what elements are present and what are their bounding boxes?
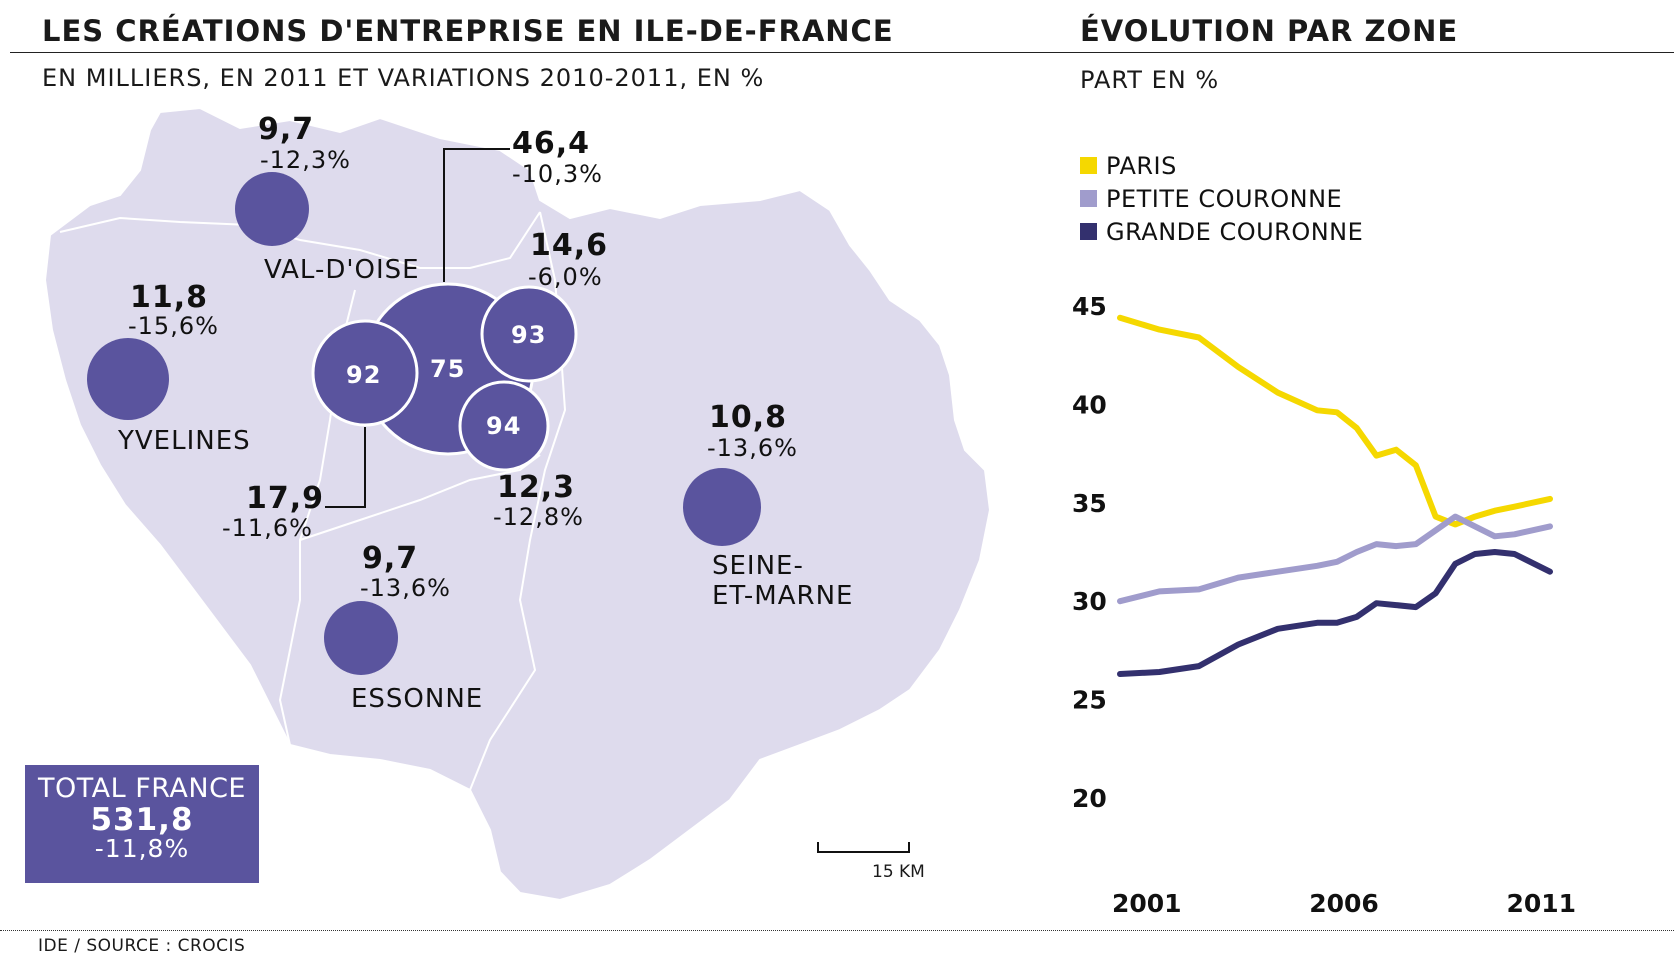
variation-val-doise: -12,3% (260, 146, 351, 174)
bubble-val-doise (235, 172, 309, 246)
variation-val-de-marne: -12,8% (493, 503, 584, 531)
bubble-yvelines (87, 338, 169, 420)
variation-essonne: -13,6% (360, 574, 451, 602)
name-essonne: ESSONNE (351, 684, 483, 714)
legend-swatch-1 (1080, 190, 1097, 207)
value-seine-et-marne: 10,8 (709, 400, 787, 435)
scale-label: 15 KM (872, 862, 925, 882)
scale-bar (817, 842, 910, 853)
series-line-1 (1117, 513, 1553, 605)
y-tick-25: 25 (1072, 686, 1107, 715)
bubble-hauts-de-seine (311, 319, 419, 427)
idf-map: 75 92 93 94 9,7 -12,3% VAL-D'OISE 46,4 -… (43, 106, 992, 902)
x-tick-2011: 2011 (1506, 889, 1576, 918)
code-paris: 75 (430, 355, 465, 383)
title-rule (10, 52, 1674, 53)
chart-subtitle: PART EN % (1080, 66, 1220, 94)
series-line-2 (1117, 549, 1553, 677)
line-chart: PARIS PETITE COURONNE GRANDE COURONNE 20 25 3… (1072, 152, 1576, 918)
y-tick-40: 40 (1072, 390, 1107, 419)
chart-title: ÉVOLUTION PAR ZONE (1080, 14, 1459, 48)
leader-hauts-de-seine (325, 427, 366, 508)
legend-swatch-0 (1080, 157, 1097, 174)
value-paris: 46,4 (512, 126, 590, 161)
total-value: 531,8 (90, 802, 194, 838)
x-tick-2006: 2006 (1309, 889, 1379, 918)
variation-yvelines: -15,6% (128, 312, 219, 340)
legend-label-2: GRANDE COURONNE (1106, 218, 1363, 246)
page-title: LES CRÉATIONS D'ENTREPRISE EN ILE-DE-FRA… (42, 14, 894, 48)
legend-label-0: PARIS (1106, 152, 1177, 180)
name-yvelines: YVELINES (117, 426, 251, 456)
total-label: TOTAL FRANCE (37, 773, 246, 804)
source-note: IDE / SOURCE : CROCIS (38, 936, 246, 956)
value-hauts-de-seine: 17,9 (246, 481, 324, 516)
variation-seine-et-marne: -13,6% (707, 434, 798, 462)
x-tick-2001: 2001 (1112, 889, 1182, 918)
bubble-essonne (324, 601, 398, 675)
bubble-val-de-marne (458, 380, 550, 472)
value-val-doise: 9,7 (258, 112, 314, 147)
border-val-doise (59, 211, 541, 269)
bubble-seine-saint-denis (480, 285, 578, 383)
total-variation: -11,8% (94, 834, 190, 863)
leader-paris (443, 148, 510, 282)
y-tick-30: 30 (1072, 587, 1107, 616)
variation-hauts-de-seine: -11,6% (222, 514, 313, 542)
value-yvelines: 11,8 (130, 280, 208, 315)
name-seine-et-marne-2: ET-MARNE (712, 581, 853, 611)
code-val-de-marne: 94 (486, 412, 521, 440)
value-seine-saint-denis: 14,6 (530, 228, 608, 263)
bubble-seine-et-marne (683, 468, 761, 546)
y-tick-20: 20 (1072, 784, 1107, 813)
variation-seine-saint-denis: -6,0% (528, 263, 603, 291)
name-seine-et-marne-1: SEINE- (712, 551, 804, 581)
y-tick-35: 35 (1072, 489, 1107, 518)
total-france-box: TOTAL FRANCE 531,8 -11,8% (25, 765, 259, 883)
value-essonne: 9,7 (362, 541, 418, 576)
border-essonne-north (299, 454, 541, 541)
series-line-0 (1117, 314, 1553, 528)
footer-rule (0, 930, 1674, 931)
legend-label-1: PETITE COURONNE (1106, 185, 1342, 213)
name-val-doise: VAL-D'OISE (264, 255, 420, 285)
legend-swatch-2 (1080, 223, 1097, 240)
map-subtitle: EN MILLIERS, EN 2011 ET VARIATIONS 2010-… (42, 64, 765, 92)
variation-paris: -10,3% (512, 160, 603, 188)
code-hauts-de-seine: 92 (346, 361, 381, 389)
y-tick-45: 45 (1072, 292, 1107, 321)
code-seine-saint-denis: 93 (511, 321, 546, 349)
value-val-de-marne: 12,3 (497, 470, 575, 505)
